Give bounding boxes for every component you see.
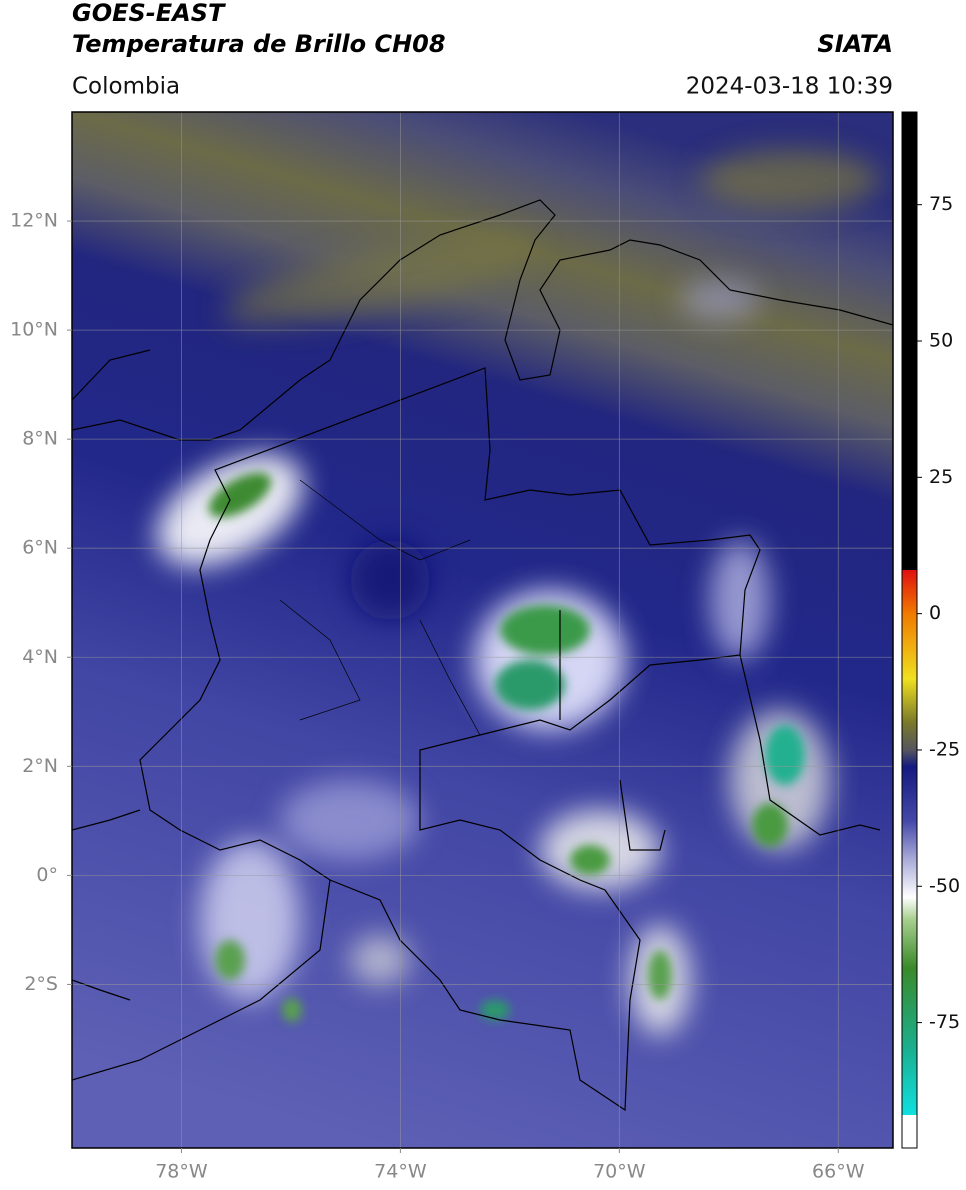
y-tick-label: 12°N <box>10 210 58 232</box>
datetime: 2024-03-18 10:39 <box>686 74 893 100</box>
x-tick-label: 78°W <box>155 1161 208 1183</box>
y-tick-label: 8°N <box>22 428 58 450</box>
map-frame <box>71 111 894 1149</box>
borders <box>72 199 893 1112</box>
colorbar <box>901 111 918 1149</box>
subtitle: Temperatura de Brillo CH08 <box>72 30 446 58</box>
colorbar-tick-label: 25 <box>929 466 953 488</box>
colorbar-tick-label: -25 <box>929 738 960 760</box>
y-tick-label: 6°N <box>22 537 58 559</box>
title: GOES-EAST <box>72 0 226 27</box>
colorbar-tick-label: -75 <box>929 1011 960 1033</box>
colorbar-tick-label: 75 <box>929 193 953 215</box>
satellite-image <box>72 112 893 1148</box>
y-tick-label: 4°N <box>22 646 58 668</box>
region: Colombia <box>72 74 180 100</box>
x-tick-label: 66°W <box>812 1161 865 1183</box>
graticule <box>72 112 893 1148</box>
x-tick-label: 74°W <box>374 1161 427 1183</box>
x-tick-label: 70°W <box>593 1161 646 1183</box>
colorbar-tick-label: 0 <box>929 602 941 624</box>
colorbar-tick-label: -50 <box>929 875 960 897</box>
y-tick-label: 10°N <box>10 319 58 341</box>
colorbar-tick-label: 50 <box>929 330 953 352</box>
cold-cores <box>208 472 805 1022</box>
y-tick-label: 2°N <box>22 755 58 777</box>
y-tick-label: 2°S <box>24 973 58 995</box>
y-tick-label: 0° <box>36 864 58 886</box>
source: SIATA <box>817 30 893 58</box>
